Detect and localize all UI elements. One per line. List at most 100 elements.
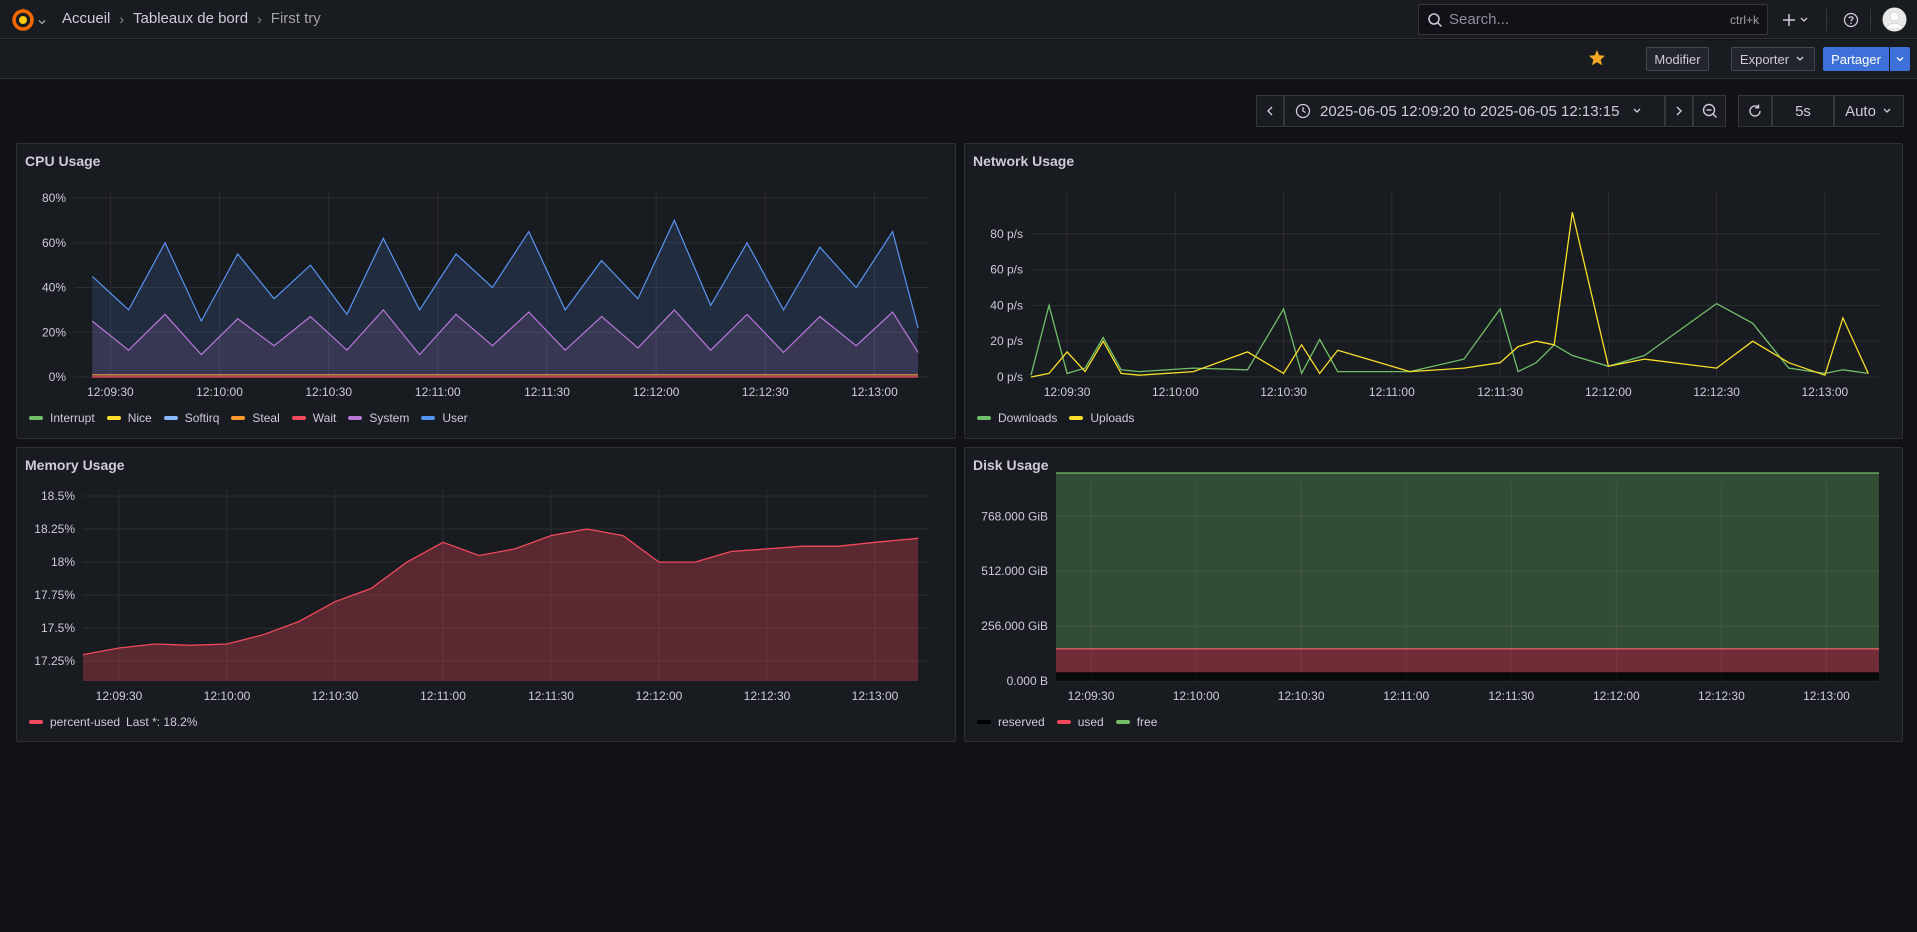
edit-button[interactable]: Modifier [1646,47,1709,71]
series-line-percent-used [82,528,919,656]
breadcrumb-separator-icon: › [119,10,125,27]
breadcrumb-current: First try [270,10,321,27]
legend-item[interactable]: free [1115,715,1157,729]
legend-item[interactable]: User [421,411,468,425]
y-tick-label: 80 p/s [990,227,1023,241]
legend-swatch [421,416,436,420]
legend-item[interactable]: Interrupt [29,411,95,425]
legend-item[interactable]: Softirq [163,411,219,425]
divider [1870,9,1871,31]
x-tick-label: 12:12:30 [1698,689,1745,703]
y-tick-label: 256.000 GiB [981,619,1048,633]
x-tick-label: 12:11:00 [420,689,466,703]
disk-usage-panel[interactable]: Disk Usage 12:09:30 12:10:00 12:10:30 12:11… [964,447,1903,742]
x-tick-label: 12:13:00 [852,689,899,703]
time-shift-back-button[interactable] [1256,95,1284,127]
x-tick-label: 12:11:30 [1477,385,1523,399]
chart-legend: Downloads Uploads [977,411,1146,425]
network-usage-panel[interactable]: Network Usage 12:09:30 12:10:00 12:10:30 12… [964,143,1903,439]
x-tick-label: 12:10:30 [312,689,359,703]
help-button[interactable] [1840,9,1862,31]
x-tick-label: 12:09:30 [87,385,134,399]
legend-swatch [29,416,43,420]
x-tick-label: 12:09:30 [96,689,143,703]
x-tick-label: 12:10:00 [1152,385,1199,399]
x-tick-label: 12:12:00 [636,689,683,703]
legend-item[interactable]: used [1056,715,1104,729]
legend-swatch [163,416,178,420]
chevron-down-icon [1633,108,1641,113]
refresh-interval-label[interactable]: 5s [1772,95,1834,127]
share-dropdown-button[interactable] [1890,47,1910,71]
x-tick-label: 12:11:30 [528,689,574,703]
y-tick-label: 20 p/s [990,334,1023,348]
x-tick-label: 12:09:30 [1068,689,1115,703]
grafana-logo-icon[interactable] [10,7,36,33]
search-shortcut: ctrl+k [1729,12,1759,27]
cpu-usage-chart[interactable]: 12:09:30 12:10:00 12:10:30 12:11:00 12:11:30… [17,144,957,440]
network-usage-chart[interactable]: 12:09:30 12:10:00 12:10:30 12:11:00 12:11:30… [965,144,1904,440]
legend-label: Downloads [998,411,1058,425]
panel-title: Disk Usage [973,457,1049,473]
legend-label: used [1077,715,1104,729]
y-tick-label: 17.75% [34,588,75,602]
chart-legend: Interrupt Nice Softirq Steal Wait System User [29,411,480,425]
y-tick-label: 17.5% [41,621,75,635]
search-box[interactable]: ctrl+k [1418,4,1768,35]
export-button[interactable]: Exporter [1731,47,1815,71]
share-button[interactable]: Partager [1823,47,1889,71]
legend-item[interactable]: Uploads [1069,411,1134,425]
series-line-uploads [1030,212,1869,378]
legend-item[interactable]: reserved [977,715,1045,729]
legend-item[interactable]: percent-used [29,715,120,729]
legend-item[interactable]: Downloads [977,411,1057,425]
x-tick-label: 12:12:30 [744,689,791,703]
search-icon [1428,12,1443,27]
memory-usage-chart[interactable]: 12:09:30 12:10:00 12:10:30 12:11:00 12:11:30… [17,448,957,743]
divider [1826,9,1827,31]
top-navigation-bar: Accueil › Tableaux de bord › First try c… [0,0,1917,39]
chevron-right-icon [1676,106,1682,116]
legend-item[interactable]: Nice [106,411,152,425]
series-line-downloads [1030,302,1869,376]
x-tick-label: 12:13:00 [851,385,898,399]
legend-swatch [977,720,991,724]
series-area-percent-used [83,529,919,681]
breadcrumb-dashboards[interactable]: Tableaux de bord [133,10,249,27]
x-tick-label: 12:09:30 [1044,385,1091,399]
series-area-user [92,220,919,377]
legend-swatch [1069,416,1084,420]
legend-swatch [291,416,306,420]
user-avatar[interactable] [1882,7,1907,32]
legend-label: Wait [312,411,337,425]
x-tick-label: 12:13:00 [1803,689,1850,703]
x-tick-label: 12:10:30 [1260,385,1307,399]
series-line-user [91,218,919,328]
chevron-down-icon[interactable] [38,13,46,25]
legend-item[interactable]: Wait [291,411,337,425]
disk-usage-chart[interactable]: 12:09:30 12:10:00 12:10:30 12:11:00 12:11:30… [965,448,1904,743]
zoom-out-button[interactable] [1693,95,1726,127]
legend-last-value: Last *: 18.2% [126,715,198,729]
refresh-interval-picker[interactable]: Auto [1834,95,1904,127]
search-input[interactable] [1449,11,1730,28]
refresh-button[interactable] [1738,95,1772,127]
time-range-picker[interactable]: 2025-06-05 12:09:20 to 2025-06-05 12:13:… [1284,95,1665,127]
legend-item[interactable]: System [348,411,409,425]
x-tick-label: 12:11:00 [1369,385,1415,399]
memory-usage-panel[interactable]: Memory Usage 12:09:30 12:10:00 12:10:30 12:… [16,447,956,742]
y-tick-label: 512.000 GiB [981,564,1048,578]
series-area-reserved [1056,672,1879,681]
time-range-label: 2025-06-05 12:09:20 to 2025-06-05 12:13:… [1320,102,1620,120]
legend-item[interactable]: Steal [231,411,280,425]
y-tick-label: 0 p/s [997,370,1023,384]
breadcrumb-home[interactable]: Accueil [62,10,111,27]
avatar-icon [1882,7,1907,32]
time-shift-forward-button[interactable] [1665,95,1693,127]
x-tick-label: 12:13:00 [1802,385,1849,399]
chart-legend: reserved used free [977,715,1169,729]
cpu-usage-panel[interactable]: CPU Usage 12:09:30 12:10:00 12:10:30 12:11:… [16,143,956,439]
add-new-button[interactable] [1782,9,1812,31]
favorite-star-icon[interactable] [1588,49,1606,70]
y-tick-label: 18.25% [34,522,75,536]
